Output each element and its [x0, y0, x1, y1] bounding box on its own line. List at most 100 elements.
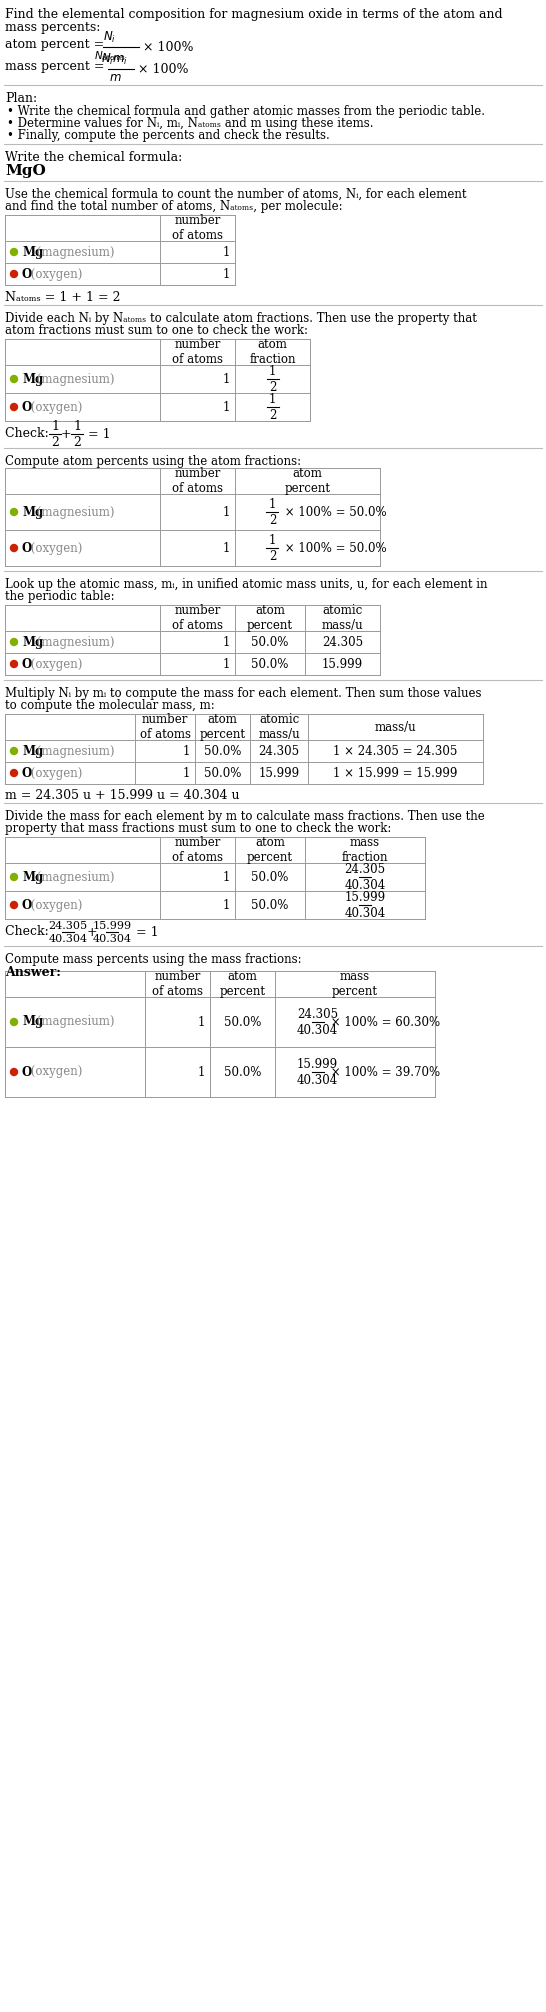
Text: (oxygen): (oxygen) — [27, 268, 82, 280]
Text: • Determine values for Nᵢ, mᵢ, Nₐₜₒₘₛ and m using these items.: • Determine values for Nᵢ, mᵢ, Nₐₜₒₘₛ an… — [7, 117, 373, 131]
Circle shape — [10, 545, 17, 551]
Text: = 1: = 1 — [88, 427, 111, 441]
Text: $N_i m_i$: $N_i m_i$ — [102, 52, 128, 66]
Text: (magnesium): (magnesium) — [33, 1016, 114, 1028]
Text: 1: 1 — [223, 245, 230, 258]
Text: 1: 1 — [223, 505, 230, 519]
Text: 15.999: 15.999 — [297, 1058, 338, 1070]
Text: (magnesium): (magnesium) — [33, 871, 114, 883]
Text: 40.304: 40.304 — [345, 879, 385, 891]
Text: 1: 1 — [223, 636, 230, 648]
Text: 40.304: 40.304 — [345, 907, 385, 919]
Text: 2: 2 — [269, 380, 276, 394]
Circle shape — [10, 660, 17, 668]
Text: (oxygen): (oxygen) — [27, 1066, 82, 1078]
Text: Look up the atomic mass, mᵢ, in unified atomic mass units, u, for each element i: Look up the atomic mass, mᵢ, in unified … — [5, 577, 488, 592]
Text: $N_{\rm atoms}$: $N_{\rm atoms}$ — [94, 48, 126, 62]
Circle shape — [10, 404, 17, 410]
Circle shape — [10, 249, 17, 256]
Text: 1: 1 — [269, 364, 276, 378]
Text: atom percent =: atom percent = — [5, 38, 108, 50]
Circle shape — [10, 509, 17, 515]
Text: 1: 1 — [182, 767, 190, 779]
Text: atom
fraction: atom fraction — [250, 338, 296, 366]
Text: 2: 2 — [269, 513, 276, 527]
Text: 1: 1 — [223, 400, 230, 414]
Text: Check:: Check: — [5, 924, 53, 938]
Text: 24.305: 24.305 — [297, 1008, 338, 1020]
Text: Mg: Mg — [22, 871, 43, 883]
Circle shape — [10, 873, 17, 881]
Text: 1: 1 — [223, 541, 230, 555]
Text: O: O — [22, 1066, 32, 1078]
Text: 24.305: 24.305 — [258, 744, 300, 757]
Text: 1: 1 — [269, 533, 276, 547]
Text: 1 × 15.999 = 15.999: 1 × 15.999 = 15.999 — [333, 767, 458, 779]
Text: 50.0%: 50.0% — [251, 871, 289, 883]
Text: +: + — [61, 427, 72, 441]
Text: Mg: Mg — [22, 1016, 43, 1028]
Text: 50.0%: 50.0% — [204, 767, 241, 779]
Text: mass
fraction: mass fraction — [342, 837, 388, 863]
Text: × 100% = 50.0%: × 100% = 50.0% — [281, 541, 387, 555]
Text: O: O — [22, 541, 32, 555]
Text: Use the chemical formula to count the number of atoms, Nᵢ, for each element: Use the chemical formula to count the nu… — [5, 187, 466, 201]
Text: 50.0%: 50.0% — [251, 899, 289, 911]
Text: number
of atoms: number of atoms — [172, 604, 223, 632]
Text: number
of atoms: number of atoms — [172, 213, 223, 241]
Text: O: O — [22, 268, 32, 280]
Text: × 100%: × 100% — [143, 40, 193, 54]
Text: +: + — [87, 926, 97, 938]
Text: 2: 2 — [269, 549, 276, 563]
Text: (magnesium): (magnesium) — [33, 744, 114, 757]
Text: 1: 1 — [269, 497, 276, 511]
Text: Plan:: Plan: — [5, 93, 37, 105]
Text: 15.999: 15.999 — [322, 658, 363, 670]
Text: Nₐₜₒₘₛ = 1 + 1 = 2: Nₐₜₒₘₛ = 1 + 1 = 2 — [5, 292, 121, 304]
Text: $m$: $m$ — [109, 70, 121, 85]
Circle shape — [10, 748, 17, 754]
Text: atomic
mass/u: atomic mass/u — [322, 604, 363, 632]
Circle shape — [10, 901, 17, 909]
Circle shape — [10, 270, 17, 278]
Text: atom
percent: atom percent — [199, 712, 246, 740]
Text: atom
percent: atom percent — [247, 604, 293, 632]
Text: the periodic table:: the periodic table: — [5, 590, 115, 604]
Text: 1: 1 — [182, 744, 190, 757]
Text: mass/u: mass/u — [375, 720, 416, 734]
Text: 1: 1 — [223, 658, 230, 670]
Text: 50.0%: 50.0% — [224, 1016, 261, 1028]
Text: × 100% = 60.30%: × 100% = 60.30% — [327, 1016, 440, 1028]
Text: atomic
mass/u: atomic mass/u — [258, 712, 300, 740]
Text: 1: 1 — [51, 418, 59, 433]
Text: atom
percent: atom percent — [284, 467, 330, 495]
Text: O: O — [22, 658, 32, 670]
Text: × 100%: × 100% — [138, 62, 188, 76]
Text: 2: 2 — [269, 408, 276, 421]
Text: × 100% = 39.70%: × 100% = 39.70% — [327, 1066, 440, 1078]
Text: (magnesium): (magnesium) — [33, 372, 114, 386]
Text: 50.0%: 50.0% — [204, 744, 241, 757]
Text: Write the chemical formula:: Write the chemical formula: — [5, 151, 182, 165]
Text: O: O — [22, 767, 32, 779]
Text: mass percent =: mass percent = — [5, 60, 109, 72]
Text: number
of atoms: number of atoms — [152, 970, 203, 998]
Text: 1: 1 — [223, 268, 230, 280]
Text: 24.305: 24.305 — [322, 636, 363, 648]
Text: to compute the molecular mass, m:: to compute the molecular mass, m: — [5, 698, 215, 712]
Text: 1: 1 — [223, 871, 230, 883]
Text: Compute atom percents using the atom fractions:: Compute atom percents using the atom fra… — [5, 455, 301, 469]
Text: × 100% = 50.0%: × 100% = 50.0% — [281, 505, 387, 519]
Text: 15.999: 15.999 — [258, 767, 300, 779]
Text: 1: 1 — [269, 392, 276, 406]
Text: number
of atoms: number of atoms — [172, 338, 223, 366]
Text: Compute mass percents using the mass fractions:: Compute mass percents using the mass fra… — [5, 954, 301, 966]
Text: Mg: Mg — [22, 245, 43, 258]
Circle shape — [10, 376, 17, 382]
Text: • Finally, compute the percents and check the results.: • Finally, compute the percents and chec… — [7, 129, 330, 143]
Text: O: O — [22, 899, 32, 911]
Circle shape — [10, 1068, 17, 1076]
Text: number
of atoms: number of atoms — [172, 467, 223, 495]
Text: m = 24.305 u + 15.999 u = 40.304 u: m = 24.305 u + 15.999 u = 40.304 u — [5, 789, 240, 803]
Text: • Write the chemical formula and gather atomic masses from the periodic table.: • Write the chemical formula and gather … — [7, 105, 485, 119]
